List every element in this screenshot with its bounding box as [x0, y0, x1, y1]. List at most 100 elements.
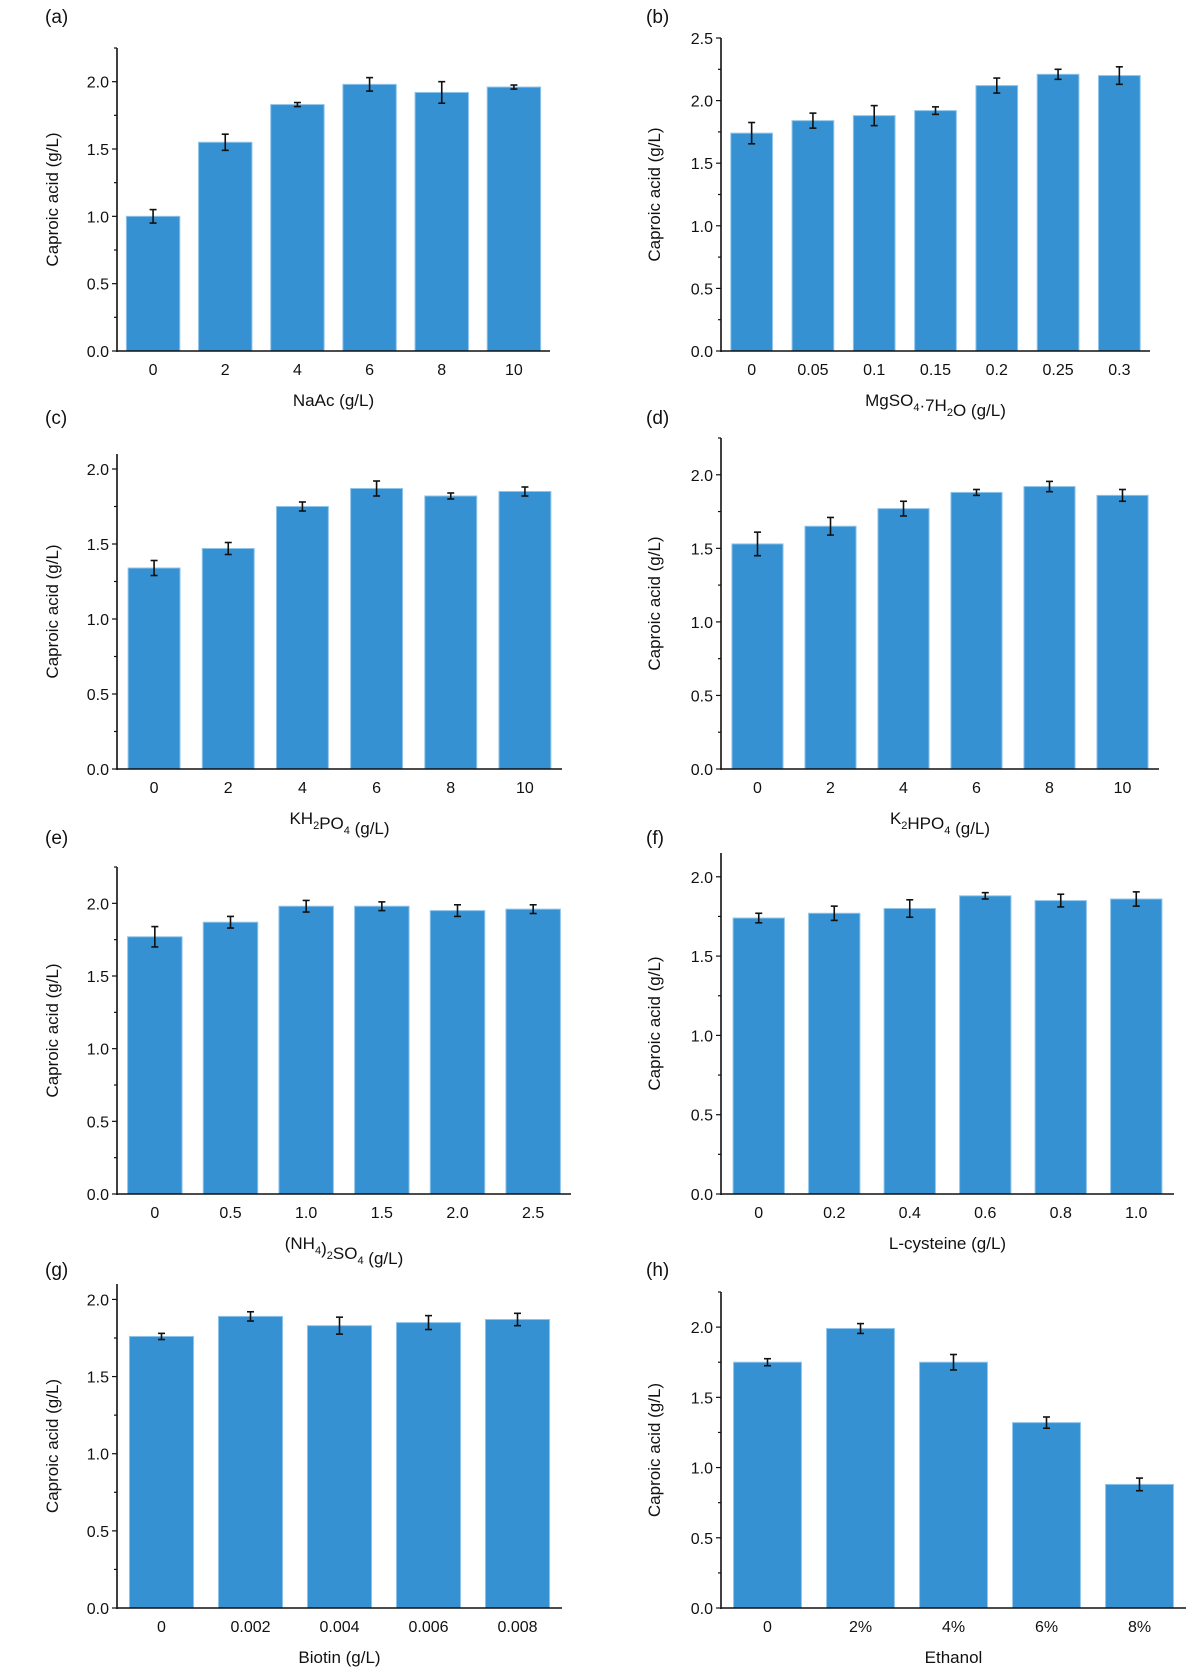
label-text: (g/L): [950, 819, 990, 838]
chart-panel-d: (d) 0 2 4 6 8 10 0.0 0.5 1.0 1.5 2.0 Caproic acid (g…: [645, 408, 1159, 838]
x-tick-label: 4: [899, 780, 908, 797]
error-bar: [366, 76, 374, 92]
error-bar: [857, 1322, 864, 1335]
x-tick-label: 2.0: [446, 1205, 468, 1222]
error-bar: [906, 898, 914, 919]
y-tick-label: 1.0: [691, 1461, 713, 1478]
bar: [201, 548, 255, 770]
bar: [424, 495, 478, 770]
x-tick-label: 8: [1045, 780, 1054, 797]
subscript: 4: [357, 1255, 363, 1267]
x-tick-label: 8: [446, 780, 455, 797]
bar: [1023, 486, 1076, 770]
x-axis-title: (NH4)2SO4 (g/L): [285, 1234, 404, 1268]
x-axis-title: NaAc (g/L): [293, 391, 374, 410]
y-tick-label: 0.0: [87, 344, 109, 361]
label-text: SO: [333, 1244, 358, 1263]
error-bar: [1043, 1416, 1050, 1430]
panel-label: (d): [646, 408, 669, 429]
chart-panel-b: (b) 0 0.05 0.1 0.15 0.2 0.25 0.3 0.0 0.5 1.0 1.5 2.0…: [645, 7, 1150, 420]
bar: [1098, 75, 1141, 352]
subscript: 2: [901, 820, 907, 832]
x-tick-label: 0.25: [1043, 362, 1074, 379]
error-bar: [514, 1312, 521, 1327]
y-tick-label: 1.5: [87, 969, 109, 986]
bar: [975, 85, 1019, 352]
y-tick-label: 2.5: [691, 31, 713, 48]
error-bar: [900, 500, 907, 517]
x-tick-label: 0.05: [797, 362, 828, 379]
x-tick-label: 0.008: [497, 1619, 537, 1636]
y-tick-label: 1.0: [691, 1028, 713, 1045]
error-bar: [378, 901, 386, 912]
error-bar: [293, 101, 301, 108]
x-tick-label: 0.4: [899, 1205, 921, 1222]
bar: [125, 215, 181, 352]
bar: [1012, 1422, 1081, 1609]
label-text: L-cysteine (g/L): [889, 1234, 1006, 1253]
x-tick-label: 6: [972, 780, 981, 797]
bar: [826, 1328, 895, 1609]
bar: [808, 912, 861, 1195]
x-tick-label: 0.3: [1108, 362, 1130, 379]
y-tick-label: 1.0: [87, 612, 109, 629]
error-bar: [298, 501, 306, 512]
y-tick-label: 0.5: [87, 1524, 109, 1541]
bar: [919, 1361, 988, 1609]
error-bar: [981, 891, 989, 900]
bar: [354, 905, 410, 1195]
bar: [486, 86, 542, 352]
y-axis-title: Caproic acid (g/L): [43, 963, 62, 1097]
bar: [127, 936, 183, 1195]
panel-label: (h): [646, 1260, 669, 1281]
bar: [1096, 494, 1149, 770]
error-bar: [755, 912, 763, 924]
bar: [733, 1361, 802, 1609]
panel-label: (c): [45, 408, 67, 429]
bar: [202, 921, 259, 1195]
error-bar: [454, 903, 461, 918]
bar: [498, 491, 552, 770]
x-tick-label: 2%: [849, 1619, 872, 1636]
y-axis-title: Caproic acid (g/L): [43, 132, 62, 266]
error-bar: [764, 1357, 771, 1367]
x-tick-label: 2.5: [522, 1205, 544, 1222]
y-tick-label: 0.5: [87, 1114, 109, 1131]
y-axis-title: Caproic acid (g/L): [645, 1383, 664, 1517]
bar: [804, 525, 857, 770]
bar: [306, 1325, 373, 1609]
y-axis-title: Caproic acid (g/L): [43, 1379, 62, 1513]
y-tick-label: 2.0: [691, 94, 713, 111]
bar: [128, 1335, 195, 1609]
x-tick-label: 0: [754, 1205, 763, 1222]
y-tick-label: 1.5: [691, 541, 713, 558]
bar: [278, 905, 334, 1195]
label-text: KH: [289, 809, 313, 828]
y-tick-label: 1.5: [87, 1370, 109, 1387]
y-tick-label: 2.0: [691, 1320, 713, 1337]
x-tick-label: 0.2: [986, 362, 1008, 379]
y-tick-label: 0.5: [87, 277, 109, 294]
y-tick-label: 0.0: [87, 1601, 109, 1618]
y-tick-label: 1.5: [691, 949, 713, 966]
chart-panel-c: (c) 0 2 4 6 8 10 0.0 0.5 1.0 1.5 2.0 Caproic acid (g…: [43, 408, 562, 838]
x-tick-label: 0.5: [219, 1205, 241, 1222]
bar: [1110, 898, 1163, 1195]
x-tick-label: 0: [753, 780, 762, 797]
x-tick-label: 0: [150, 780, 159, 797]
bar: [950, 491, 1003, 770]
subscript: 2: [313, 820, 319, 832]
label-text: ·7H: [919, 396, 946, 415]
bar: [275, 506, 329, 770]
label-text: (g/L): [350, 819, 390, 838]
label-text: O (g/L): [953, 401, 1006, 420]
x-tick-label: 8%: [1128, 1619, 1151, 1636]
error-bar: [336, 1316, 343, 1335]
error-bar: [150, 559, 158, 577]
panel-label: (g): [45, 1260, 68, 1281]
y-tick-label: 0.5: [691, 1108, 713, 1125]
x-tick-label: 2: [224, 780, 233, 797]
x-axis-title: MgSO4·7H2O (g/L): [865, 391, 1006, 420]
error-bar: [227, 915, 234, 929]
x-tick-label: 2: [826, 780, 835, 797]
